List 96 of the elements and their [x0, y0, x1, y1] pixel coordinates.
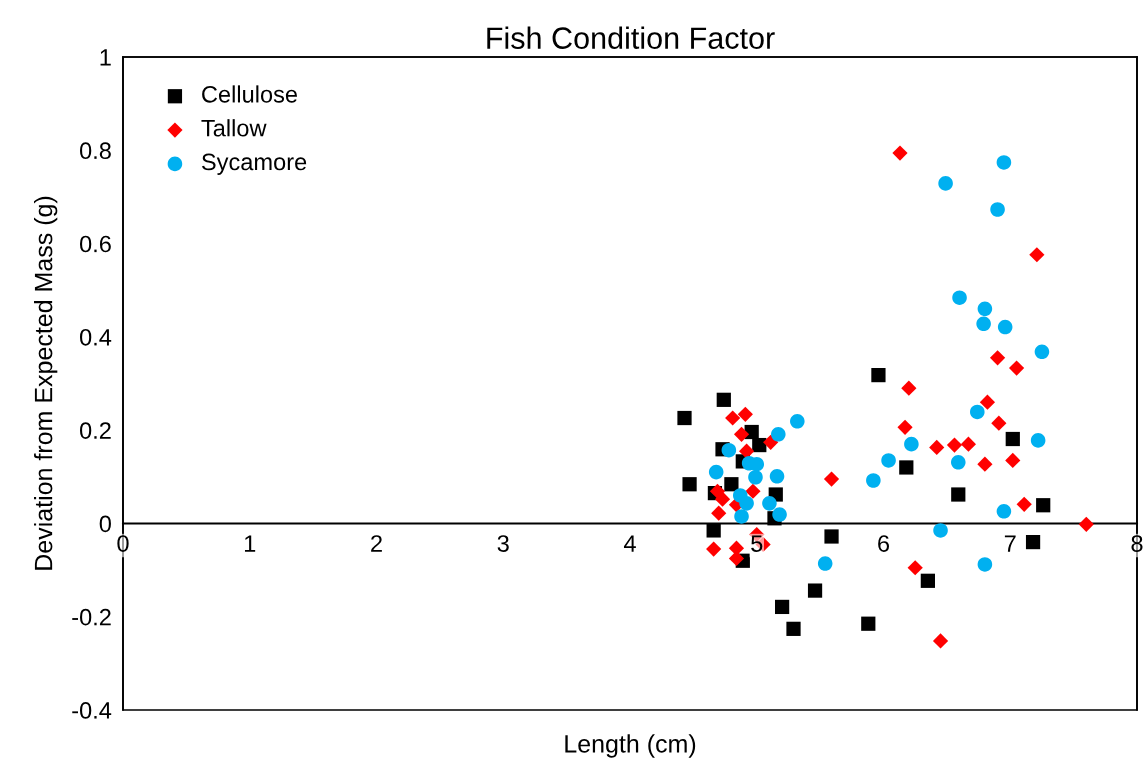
y-axis-title: Deviation from Expected Mass (g): [34, 196, 58, 570]
point: [901, 380, 917, 396]
point: [752, 437, 767, 453]
point: [881, 453, 896, 468]
point: [807, 583, 823, 598]
point: [823, 471, 840, 487]
point: [1005, 452, 1021, 469]
point: [929, 439, 945, 456]
point: [706, 541, 722, 557]
point: [970, 404, 985, 420]
point: [996, 155, 1012, 170]
point: [786, 621, 801, 636]
point: [790, 414, 805, 429]
x-tick-label: 3: [497, 535, 509, 552]
point: [745, 483, 761, 499]
point: [989, 350, 1006, 366]
point: [733, 426, 750, 442]
point: [938, 176, 953, 191]
point: [904, 436, 919, 452]
y-tick-label: 0.6: [79, 235, 111, 253]
point: [866, 473, 881, 488]
x-tick-label: 2: [371, 535, 382, 552]
point: [1005, 431, 1020, 447]
x-tick-label: 6: [878, 535, 890, 552]
point: [682, 477, 697, 492]
point: [907, 560, 923, 576]
y-tick-label: 0.4: [79, 328, 112, 346]
point: [677, 410, 692, 426]
point: [991, 415, 1007, 431]
point: [899, 460, 914, 475]
point: [724, 477, 739, 492]
point: [711, 505, 727, 521]
x-tick-label: 4: [623, 535, 636, 552]
y-tick-label: 1: [100, 49, 111, 66]
x-axis-title: Length (cm): [565, 734, 696, 758]
point: [771, 427, 786, 442]
point: [951, 455, 966, 470]
x-tick-label: 8: [1131, 535, 1143, 552]
point: [772, 507, 787, 522]
point: [721, 442, 737, 458]
x-tick-label: 1: [244, 535, 256, 552]
point: [714, 491, 731, 507]
point: [748, 469, 763, 485]
point: [824, 529, 839, 544]
point: [997, 319, 1013, 335]
x-tick-label: 5: [751, 535, 763, 552]
point: [737, 406, 753, 422]
point: [708, 464, 724, 480]
point: [734, 509, 749, 524]
point: [977, 301, 993, 317]
point: [1030, 433, 1046, 448]
y-tick-label: -0.2: [72, 608, 111, 626]
point: [725, 410, 741, 426]
legend-label: Tallow: [201, 119, 267, 137]
point: [952, 290, 967, 305]
chart-title: Fish Condition Factor: [487, 26, 775, 49]
point: [920, 573, 935, 588]
point: [960, 436, 977, 452]
point: [769, 469, 785, 484]
point: [897, 419, 913, 435]
point: [1025, 534, 1041, 550]
x-tick-label: 0: [117, 535, 129, 552]
point: [716, 392, 731, 407]
point: [706, 523, 721, 538]
x-tick-label: 7: [1004, 535, 1016, 552]
point: [996, 504, 1012, 519]
point: [1029, 247, 1045, 263]
point: [946, 437, 963, 453]
point: [951, 487, 966, 502]
point: [976, 316, 991, 332]
point: [932, 633, 949, 649]
point: [739, 496, 754, 511]
point: [774, 599, 790, 615]
point: [871, 367, 886, 383]
point: [933, 523, 948, 538]
y-tick-label: -0.4: [72, 702, 112, 719]
point: [861, 616, 876, 631]
point: [977, 557, 993, 572]
point: [739, 443, 755, 459]
point: [1036, 498, 1051, 513]
point: [817, 556, 833, 571]
y-tick-label: 0: [99, 515, 111, 533]
point: [977, 456, 993, 472]
y-tick-label: 0.2: [79, 422, 111, 439]
point: [762, 496, 777, 511]
legend-label: Cellulose: [202, 85, 297, 103]
point: [1078, 516, 1094, 532]
point: [763, 434, 779, 450]
point: [1008, 360, 1025, 376]
point: [990, 202, 1005, 217]
point: [1016, 496, 1032, 512]
legend-label: Sycamore: [201, 153, 307, 175]
point: [979, 394, 996, 410]
y-tick-label: 0.8: [79, 142, 111, 160]
point: [1034, 344, 1050, 360]
point: [892, 145, 908, 161]
